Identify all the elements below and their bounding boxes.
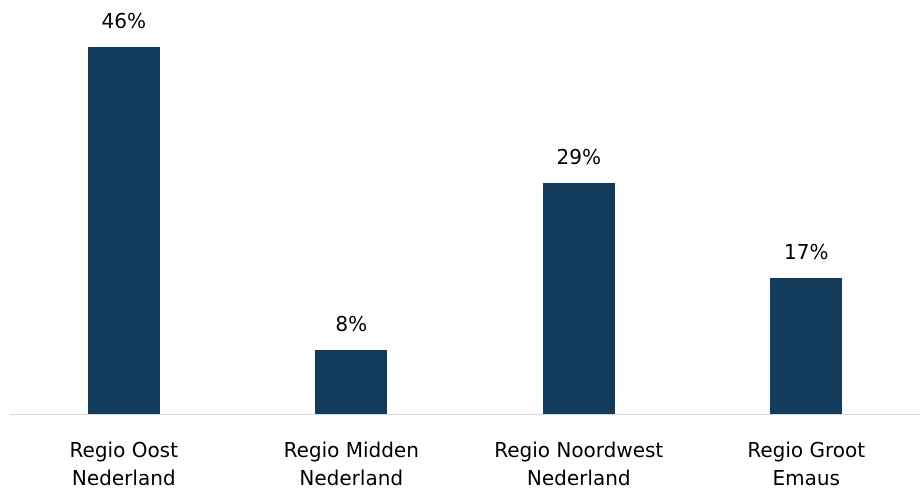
x-tick-label: Regio Noordwest Nederland <box>494 438 664 490</box>
bar <box>542 182 615 414</box>
baseline <box>10 414 920 415</box>
value-label: 17% <box>784 240 829 265</box>
bar <box>87 47 160 414</box>
value-label: 8% <box>335 312 368 337</box>
x-tick-label: Regio Oost Nederland <box>69 438 178 490</box>
bar <box>770 278 843 414</box>
x-tick-label: Regio Groot Emaus <box>747 438 866 490</box>
value-label: 46% <box>101 9 146 33</box>
value-label: 29% <box>556 144 601 169</box>
x-tick-label: Regio Midden Nederland <box>283 438 419 490</box>
bar <box>315 350 388 414</box>
